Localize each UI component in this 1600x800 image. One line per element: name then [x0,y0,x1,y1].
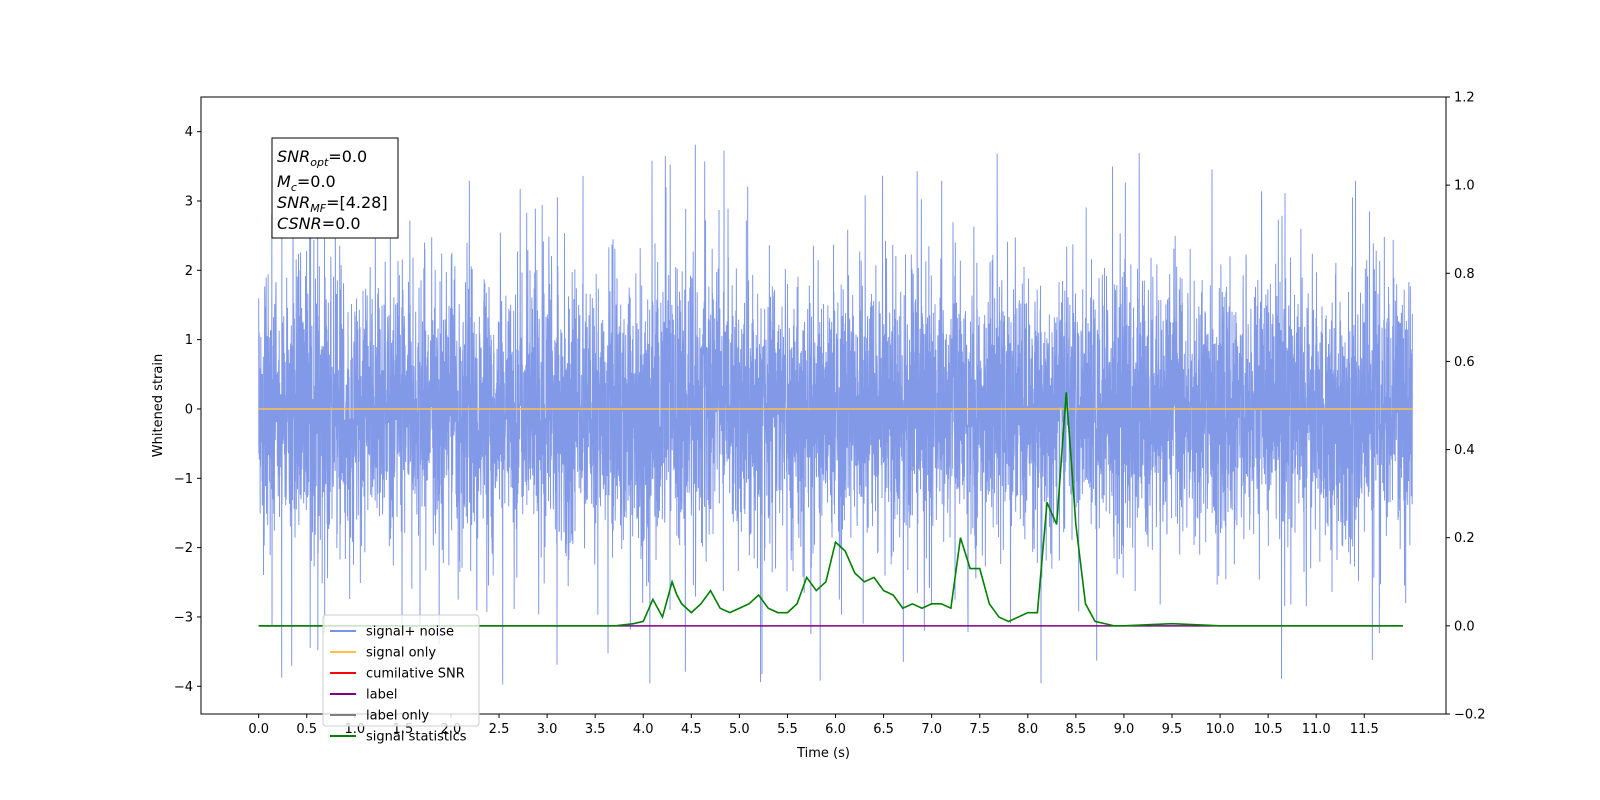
legend-frame [322,614,480,727]
legend-entries: signal+ noise signal only cumilative SNR la… [330,625,467,745]
axes: 0.0 0.5 1.0 1.5 2.0 2.5 3.0 3.5 4.0 4.5 5.0 5.5 6.0 6… [174,91,1486,738]
x-tick-label: 3.0 [537,722,558,737]
stat-snr-mf: SNRMF=[4.28] [277,193,388,215]
stat-snr-opt: SNRopt=0.0 [277,147,367,169]
legend-label-cumilative-snr: cumilative SNR [366,667,465,682]
series-signal-statistics [258,392,1403,627]
stat-mc-symbol: M [277,172,291,191]
x-tick-label: 3.5 [585,722,606,737]
stats-box: SNRopt=0.0 Mc=0.0 SNRMF=[4.28] CSNR=0.0 [271,137,399,239]
x-tick-label: 10.0 [1206,722,1235,737]
x-tick-label: 9.0 [1114,722,1135,737]
stat-mc-value: =0.0 [297,172,336,191]
x-tick-label: 4.0 [633,722,654,737]
stat-snr-mf-symbol: SNR [277,193,310,212]
y-tick-label: 4 [185,125,193,140]
y-tick-label: −1 [174,472,193,487]
stat-snr-opt-value: =0.0 [328,147,367,166]
stat-mc: Mc=0.0 [277,172,336,194]
legend-label-signal-only: signal only [366,646,436,661]
x-tick-label: 8.5 [1066,722,1087,737]
y-tick-label: −3 [174,610,193,625]
y-tick-label: −4 [174,680,193,695]
y2-tick-label: 1.0 [1454,179,1475,194]
stat-snr-opt-sub: opt [310,156,329,169]
y-tick-label: 1 [185,333,193,348]
y-tick-label: 3 [185,194,193,209]
axes-frame [200,96,1447,715]
y-tick-label: 2 [185,264,193,279]
y2-tick-label: 0.8 [1454,267,1475,282]
legend-label-signal-noise: signal+ noise [366,625,454,640]
stat-snr-mf-value: =[4.28] [326,193,388,212]
legend-label-label-only: label only [366,709,429,724]
x-tick-label: 0.0 [248,722,269,737]
x-tick-label: 4.5 [681,722,702,737]
y2-tick-label: 0.2 [1454,531,1475,546]
x-tick-label: 9.5 [1162,722,1183,737]
y2-tick-label: 0.4 [1454,443,1475,458]
stat-csnr-value: =0.0 [322,214,361,233]
y2-tick-label: 1.2 [1454,91,1475,106]
stat-csnr-symbol: CSNR [277,214,322,233]
y-axis-label: Whitened strain [151,354,166,457]
x-tick-label: 6.5 [873,722,894,737]
x-tick-label: 7.0 [921,722,942,737]
x-tick-label: 6.0 [825,722,846,737]
x-tick-label: 5.5 [777,722,798,737]
x-tick-label: 8.0 [1017,722,1038,737]
x-tick-label: 11.0 [1302,722,1331,737]
stats-box-frame [271,137,399,239]
stat-mc-sub: c [291,181,297,194]
y2-tick-label: 0.6 [1454,355,1475,370]
stat-snr-mf-sub: MF [310,202,326,215]
x-tick-label: 10.5 [1254,722,1283,737]
x-tick-label: 0.5 [296,722,317,737]
x-tick-label: 7.5 [969,722,990,737]
x-tick-label: 5.0 [729,722,750,737]
y2-tick-label: −0.2 [1454,708,1486,723]
legend-label-signal-statistics: signal statistics [366,730,467,745]
y-tick-label: −2 [174,541,193,556]
stat-snr-opt-symbol: SNR [277,147,310,166]
x-tick-label: 11.5 [1350,722,1379,737]
x-tick-label: 2.5 [489,722,510,737]
x-axis-label: Time (s) [796,746,850,761]
legend: signal+ noise signal only cumilative SNR la… [322,614,480,745]
y-tick-label: 0 [185,402,193,417]
legend-label-label: label [366,688,397,703]
y2-tick-label: 0.0 [1454,619,1475,634]
stat-csnr: CSNR=0.0 [277,214,361,233]
series-signal-noise [258,144,1413,685]
